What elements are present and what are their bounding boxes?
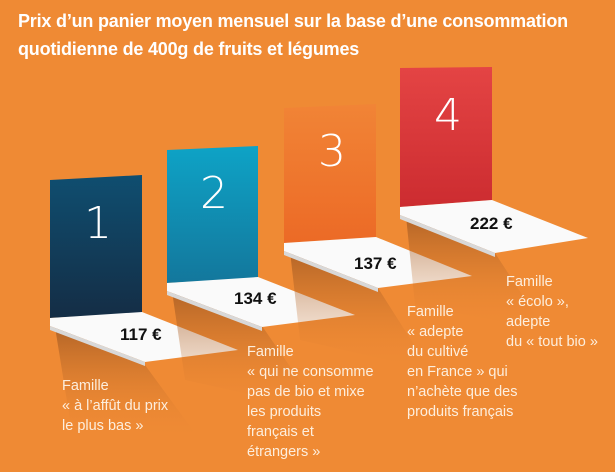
step-1-number: 1 bbox=[84, 198, 112, 249]
step-3-panel bbox=[284, 104, 376, 243]
step-1-shadow bbox=[55, 327, 200, 440]
step-1-panel bbox=[50, 175, 142, 318]
step-2-price: 134 € bbox=[234, 289, 277, 308]
step-4-panel bbox=[400, 67, 492, 207]
step-1-label: Famille « à l’affût du prix le plus bas … bbox=[62, 378, 169, 434]
step-2-number: 2 bbox=[200, 168, 228, 219]
step-3-shadow bbox=[290, 251, 430, 370]
page-title: Prix d’un panier moyen mensuel sur la ba… bbox=[18, 11, 568, 59]
step-3-price: 137 € bbox=[354, 254, 397, 273]
step-1-price: 117 € bbox=[120, 325, 162, 344]
step-3-label: Famille « adepte du cultivé en France » … bbox=[407, 304, 518, 420]
step-2-graphic bbox=[167, 146, 355, 410]
step-4-shelf bbox=[400, 200, 588, 253]
step-1-graphic bbox=[50, 175, 238, 440]
step-2-panel bbox=[167, 146, 258, 283]
step-2-label: Famille « qui ne consomme pas de bio et … bbox=[247, 344, 374, 460]
step-4-graphic bbox=[400, 67, 588, 330]
step-3-graphic bbox=[284, 104, 472, 370]
step-4-label: Famille « écolo », adepte du « tout bio … bbox=[506, 274, 598, 350]
step-3-number: 3 bbox=[318, 126, 346, 177]
step-2-shadow bbox=[172, 291, 320, 410]
step-4-price: 222 € bbox=[470, 214, 513, 233]
step-4-shadow bbox=[406, 216, 545, 330]
step-4-number: 4 bbox=[434, 90, 462, 141]
